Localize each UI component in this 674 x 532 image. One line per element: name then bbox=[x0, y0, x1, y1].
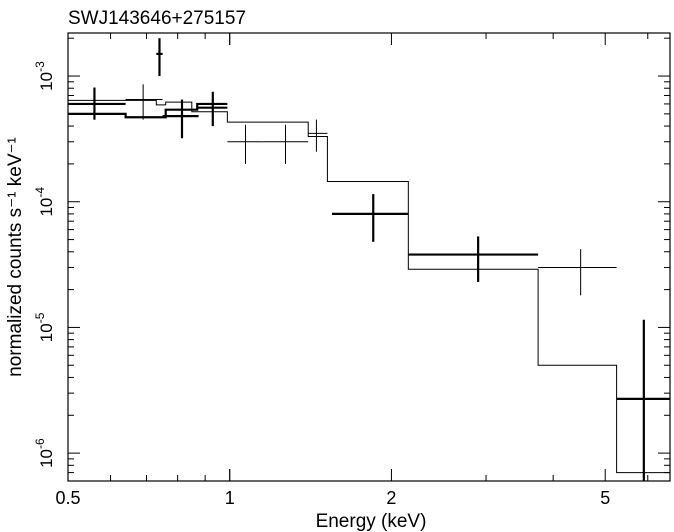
data-point bbox=[68, 87, 126, 120]
model-step-thin bbox=[68, 99, 670, 474]
y-tick-exponent: -5 bbox=[33, 312, 47, 323]
y-tick-label: 10-4 bbox=[33, 187, 56, 217]
y-tick-exponent: -6 bbox=[33, 438, 47, 449]
y-tick-exponent: -3 bbox=[33, 61, 47, 72]
chart-title: SWJ143646+275157 bbox=[68, 8, 246, 29]
data-point bbox=[227, 124, 263, 164]
y-tick-label: 10-3 bbox=[33, 61, 56, 91]
data-point bbox=[308, 119, 328, 152]
x-tick-label: 1 bbox=[225, 488, 235, 508]
y-tick-base: 10 bbox=[37, 449, 56, 468]
y-tick-base: 10 bbox=[37, 72, 56, 91]
data-point bbox=[156, 38, 163, 77]
data-point bbox=[408, 236, 539, 282]
data-point bbox=[125, 84, 163, 120]
series-thin bbox=[68, 84, 670, 474]
y-tick-label: 10-6 bbox=[33, 438, 56, 468]
data-point bbox=[262, 124, 309, 164]
y-axis-label: normalized counts s⁻¹ keV⁻¹ bbox=[5, 137, 26, 377]
x-axis-ticks: 0.5 1 2 5 bbox=[55, 33, 649, 508]
x-axis-label: Energy (keV) bbox=[316, 511, 427, 532]
x-tick-label: 2 bbox=[386, 488, 396, 508]
y-axis-ticks: 10-610-510-410-3 bbox=[33, 37, 670, 482]
model-step-thick bbox=[68, 102, 228, 119]
y-tick-label: 10-5 bbox=[33, 312, 56, 342]
data-point bbox=[197, 91, 228, 127]
data-point bbox=[331, 194, 409, 242]
x-tick-label: 0.5 bbox=[55, 488, 80, 508]
series-layer bbox=[68, 38, 670, 481]
y-tick-base: 10 bbox=[37, 198, 56, 217]
y-tick-exponent: -4 bbox=[33, 187, 47, 198]
data-point bbox=[162, 99, 199, 139]
x-tick-label: 5 bbox=[600, 488, 610, 508]
plot-frame bbox=[67, 32, 671, 482]
data-point bbox=[538, 249, 617, 296]
data-point bbox=[616, 319, 670, 481]
y-tick-base: 10 bbox=[37, 323, 56, 342]
